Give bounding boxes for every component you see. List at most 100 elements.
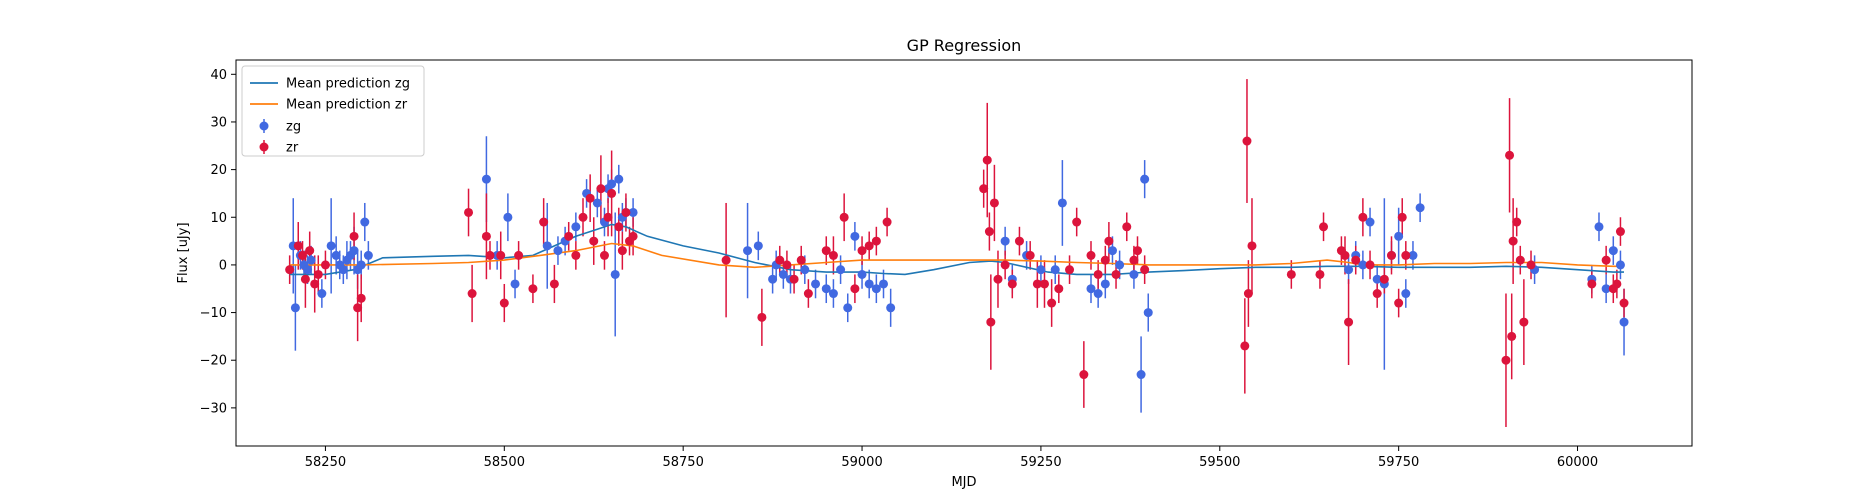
x-tick-label: 58250 (305, 455, 346, 470)
data-point-zr (1122, 222, 1132, 232)
data-point-zg (542, 241, 552, 251)
data-point-zr (621, 207, 631, 217)
data-point-zr (979, 184, 989, 194)
data-point-zr (1501, 355, 1511, 365)
data-point-zg (778, 269, 788, 279)
data-point-zr (539, 217, 549, 227)
data-point-zr (1133, 246, 1143, 256)
data-point-zr (1615, 227, 1625, 237)
data-point-zr (1129, 255, 1139, 265)
y-tick-label: 10 (210, 211, 227, 226)
data-point-zr (1505, 150, 1515, 160)
data-point-zg (363, 250, 373, 260)
data-point-zr (1401, 250, 1411, 260)
data-point-zr (986, 317, 996, 327)
data-point-zg (303, 265, 313, 275)
data-point-zr (514, 250, 524, 260)
data-point-zr (1032, 279, 1042, 289)
data-point-zr (310, 279, 320, 289)
data-point-zg (743, 246, 753, 256)
data-point-zr (467, 289, 477, 299)
data-point-zr (857, 246, 867, 256)
legend-marker-zr (259, 142, 269, 152)
data-point-zg (1615, 260, 1625, 270)
data-point-zg (1050, 265, 1060, 275)
data-point-zr (596, 184, 606, 194)
data-point-zr (1007, 279, 1017, 289)
data-point-zr (585, 193, 595, 203)
mean-prediction-zg-line (289, 223, 1624, 276)
data-point-zg (850, 231, 860, 241)
data-point-zr (564, 231, 574, 241)
data-point-zg (1401, 289, 1411, 299)
data-point-zg (857, 269, 867, 279)
data-point-zg (317, 289, 327, 299)
data-point-zg (1000, 236, 1010, 246)
data-point-zr (1344, 317, 1354, 327)
data-point-zr (1072, 217, 1082, 227)
data-point-zr (1526, 260, 1536, 270)
data-point-zg (836, 265, 846, 275)
data-point-zg (879, 279, 889, 289)
data-point-zr (1000, 260, 1010, 270)
x-tick-label: 59750 (1378, 455, 1419, 470)
data-point-zr (1508, 236, 1518, 246)
data-point-zr (1379, 274, 1389, 284)
data-point-zr (549, 279, 559, 289)
data-point-zg (326, 241, 336, 251)
y-tick-label: 0 (219, 258, 227, 273)
data-point-zg (811, 279, 821, 289)
data-point-zg (1372, 274, 1382, 284)
data-point-zr (603, 212, 613, 222)
data-point-zr (356, 293, 366, 303)
data-point-zg (290, 303, 300, 313)
data-point-zg (1415, 203, 1425, 213)
data-point-zr (1351, 255, 1361, 265)
data-point-zr (1047, 298, 1057, 308)
data-point-zr (1100, 255, 1110, 265)
data-point-zg (1036, 265, 1046, 275)
data-point-zg (503, 212, 513, 222)
data-point-zr (353, 303, 363, 313)
y-tick-label: 40 (210, 68, 227, 83)
data-point-zg (821, 284, 831, 294)
data-point-zr (1601, 255, 1611, 265)
data-point-zr (721, 255, 731, 265)
data-point-zr (1315, 269, 1325, 279)
data-point-zr (1286, 269, 1296, 279)
data-point-zr (617, 246, 627, 256)
x-tick-label: 59000 (841, 455, 882, 470)
data-point-zg (1107, 246, 1117, 256)
data-point-zg (864, 279, 874, 289)
data-point-zr (320, 260, 330, 270)
data-point-zg (628, 207, 638, 217)
legend-box (241, 65, 425, 157)
data-point-zg (1594, 222, 1604, 232)
x-tick-label: 60000 (1557, 455, 1598, 470)
plot-frame (235, 59, 1693, 447)
data-point-zr (285, 265, 295, 275)
data-point-zr (300, 274, 310, 284)
y-tick-label: −20 (200, 354, 227, 369)
data-point-zr (1079, 370, 1089, 380)
data-point-zg (800, 265, 810, 275)
data-point-zr (1039, 279, 1049, 289)
data-point-zg (886, 303, 896, 313)
data-point-zr (485, 250, 495, 260)
data-point-zr (757, 312, 767, 322)
data-point-zr (1054, 284, 1064, 294)
x-tick-label: 58500 (484, 455, 525, 470)
data-point-zr (839, 212, 849, 222)
y-tick-label: −30 (200, 401, 227, 416)
data-point-zr (1386, 250, 1396, 260)
data-point-zr (349, 231, 359, 241)
data-point-zr (628, 231, 638, 241)
y-tick-label: 30 (210, 115, 227, 130)
data-point-zr (1014, 236, 1024, 246)
data-point-zr (1104, 236, 1114, 246)
data-point-zg (1365, 217, 1375, 227)
data-point-zr (1111, 269, 1121, 279)
data-point-zr (803, 289, 813, 299)
data-point-zr (775, 255, 785, 265)
